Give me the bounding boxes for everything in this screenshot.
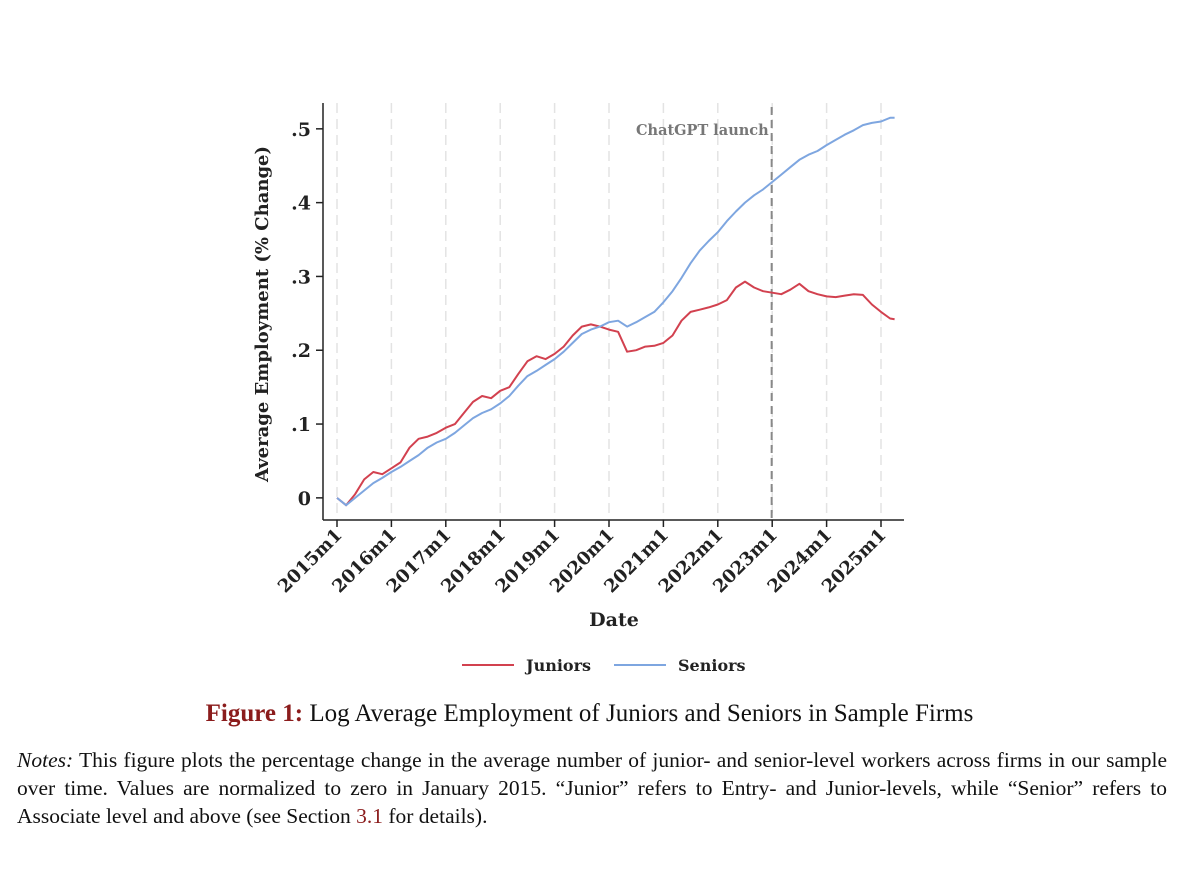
y-tick-label: .1 <box>291 414 311 436</box>
series-lines <box>336 116 895 507</box>
y-tick-label: .2 <box>291 340 311 362</box>
legend-label-juniors: Juniors <box>524 656 591 675</box>
legend: Juniors Seniors <box>462 656 746 675</box>
figure-notes: Notes: This figure plots the percentage … <box>17 746 1167 830</box>
y-axis-label: Average Employment (% Change) <box>252 146 273 483</box>
series-line-juniors <box>336 280 895 507</box>
notes-label: Notes: <box>17 748 74 772</box>
y-tick-label: .5 <box>291 119 311 141</box>
x-axis-ticks: 2015m12016m12017m12018m12019m12020m12021… <box>274 520 891 597</box>
y-tick-label: .4 <box>291 193 311 215</box>
x-axis-label: Date <box>589 609 639 631</box>
vertical-gridlines <box>336 103 882 520</box>
axes <box>322 103 904 521</box>
series-line-seniors <box>336 116 895 507</box>
y-tick-label: .3 <box>291 266 311 288</box>
notes-text-end: for details). <box>382 804 488 828</box>
chatgpt-launch-label: ChatGPT launch <box>636 122 769 139</box>
y-axis-ticks: 0 .1 .2 .3 .4 .5 <box>291 119 323 510</box>
figure-title: Log Average Employment of Juniors and Se… <box>309 700 974 727</box>
section-reference-link[interactable]: 3.1 <box>356 804 383 828</box>
legend-label-seniors: Seniors <box>678 656 746 675</box>
notes-text: This figure plots the percentage change … <box>17 748 1167 828</box>
employment-line-chart: ChatGPT launch 0 .1 .2 .3 .4 .5 2015m12016m12… <box>252 103 904 675</box>
figure-caption: Figure 1: Log Average Employment of Juni… <box>0 700 1179 728</box>
y-tick-label: 0 <box>298 488 311 510</box>
chatgpt-launch-annotation: ChatGPT launch <box>636 107 773 520</box>
figure-number: Figure 1: <box>205 700 304 727</box>
